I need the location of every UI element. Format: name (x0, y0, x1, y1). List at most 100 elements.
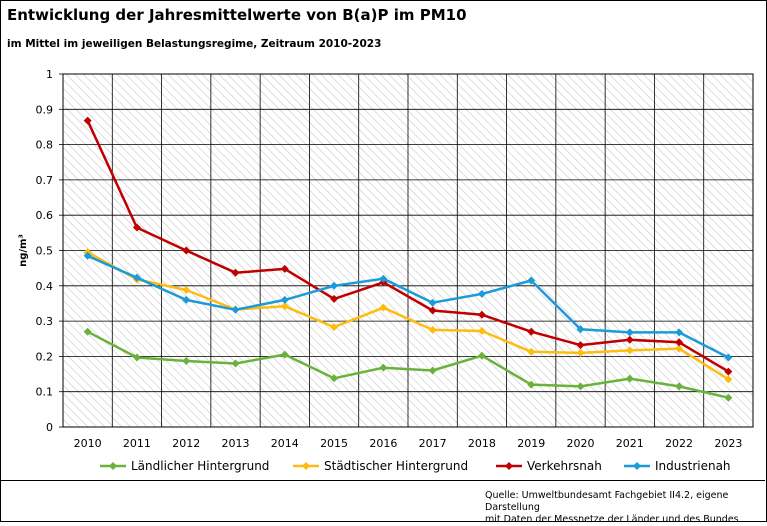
legend-item: Industrienah (624, 459, 731, 473)
data-point (182, 295, 191, 304)
x-tick-label: 2015 (320, 437, 348, 450)
data-point (625, 374, 634, 383)
data-point (527, 347, 536, 356)
data-point (182, 246, 191, 255)
data-point (576, 382, 585, 391)
series-line (86, 120, 730, 373)
axes (62, 73, 754, 428)
legend-swatch-marker (302, 462, 310, 470)
y-tick-label: 0.1 (36, 386, 54, 399)
data-point (527, 327, 536, 336)
data-point (132, 273, 141, 282)
data-point (675, 338, 684, 347)
x-tick-label: 2023 (714, 437, 742, 450)
legend-swatch-marker (109, 462, 117, 470)
y-tick-label: 0.6 (36, 209, 54, 222)
data-point (231, 305, 240, 314)
data-point (132, 223, 141, 232)
data-point (724, 375, 733, 384)
data-point (83, 251, 92, 260)
data-point (280, 350, 289, 359)
data-point (527, 276, 536, 285)
legend-label: Städtischer Hintergrund (324, 459, 468, 473)
x-tick-label: 2013 (222, 437, 250, 450)
data-point (477, 310, 486, 319)
data-point (428, 325, 437, 334)
legend-label: Industrienah (655, 459, 731, 473)
y-tick-label: 0.4 (36, 280, 54, 293)
data-point (379, 274, 388, 283)
data-point (428, 306, 437, 315)
series-line (87, 330, 729, 399)
x-tick-labels: 2010 2011 2012 2013 2014 2015 2016 2017 2018 2019… (74, 437, 743, 450)
data-point (576, 325, 585, 334)
legend-item: Verkehrsnah (496, 459, 602, 473)
x-tick-label: 2021 (616, 437, 644, 450)
data-point (428, 366, 437, 375)
chart-title: Entwicklung der Jahresmittelwerte von B(… (7, 6, 467, 24)
legend-label: Verkehrsnah (527, 459, 602, 473)
x-tick-label: 2019 (517, 437, 545, 450)
data-point (576, 341, 585, 350)
x-tick-label: 2018 (468, 437, 496, 450)
x-tick-label: 2014 (271, 437, 299, 450)
data-point (231, 268, 240, 277)
data-point (724, 393, 733, 402)
chart-subtitle: im Mittel im jeweiligen Belastungsregime… (7, 38, 382, 50)
y-tick-label: 0.7 (36, 174, 54, 187)
data-point (330, 323, 339, 332)
data-point (625, 346, 634, 355)
data-point (576, 348, 585, 357)
data-point (477, 351, 486, 360)
data-point (675, 382, 684, 391)
series-0 (83, 327, 733, 402)
x-tick-label: 2012 (172, 437, 200, 450)
legend: Ländlicher Hintergrund Städtischer Hinter… (100, 459, 731, 473)
data-point (379, 303, 388, 312)
x-tick-label: 2020 (567, 437, 595, 450)
data-point (428, 298, 437, 307)
data-point (231, 359, 240, 368)
legend-swatch-marker (633, 462, 641, 470)
data-point (330, 374, 339, 383)
data-point (724, 367, 733, 376)
data-point (675, 328, 684, 337)
y-tick-labels: 0 0.1 0.2 0.3 0.4 0.5 0.6 0.7 0.8 0.9 1 (36, 68, 54, 434)
x-tick-label: 2016 (369, 437, 397, 450)
plot-border (62, 73, 754, 428)
x-tick-label: 2017 (419, 437, 447, 450)
series-2 (83, 116, 733, 376)
series-3 (83, 251, 733, 362)
y-tick-label: 0.2 (36, 350, 54, 363)
series-line (87, 254, 729, 359)
legend-item: Städtischer Hintergrund (293, 459, 468, 473)
data-point (330, 294, 339, 303)
y-tick-label: 0.5 (36, 245, 54, 258)
x-tick-label: 2011 (123, 437, 151, 450)
source-note: Quelle: Umweltbundesamt Fachgebiet II4.2… (485, 490, 767, 526)
data-point (477, 289, 486, 298)
data-point (280, 302, 289, 311)
y-tick-label: 1 (46, 68, 53, 81)
data-point (379, 363, 388, 372)
data-point (280, 264, 289, 273)
data-point (280, 295, 289, 304)
series-line (86, 251, 730, 381)
source-line-1: Quelle: Umweltbundesamt Fachgebiet II4.2… (485, 490, 729, 513)
y-axis-label: ng/m³ (18, 234, 29, 267)
x-tick-label: 2022 (665, 437, 693, 450)
legend-label: Ländlicher Hintergrund (131, 459, 269, 473)
footer-divider (0, 480, 765, 481)
data-point (675, 344, 684, 353)
y-tick-label: 0.9 (36, 103, 54, 116)
data-point (182, 286, 191, 295)
legend-item: Ländlicher Hintergrund (100, 459, 269, 473)
data-point (527, 380, 536, 389)
data-point (83, 327, 92, 336)
series-lines (83, 116, 733, 402)
chart-svg: 00.10.20.30.40.50.60.70.80.91 2010 2011 20… (18, 68, 754, 473)
y-tick-label: 0.3 (36, 315, 54, 328)
data-point (625, 328, 634, 337)
y-tick-label: 0 (46, 421, 53, 434)
data-point (724, 353, 733, 362)
